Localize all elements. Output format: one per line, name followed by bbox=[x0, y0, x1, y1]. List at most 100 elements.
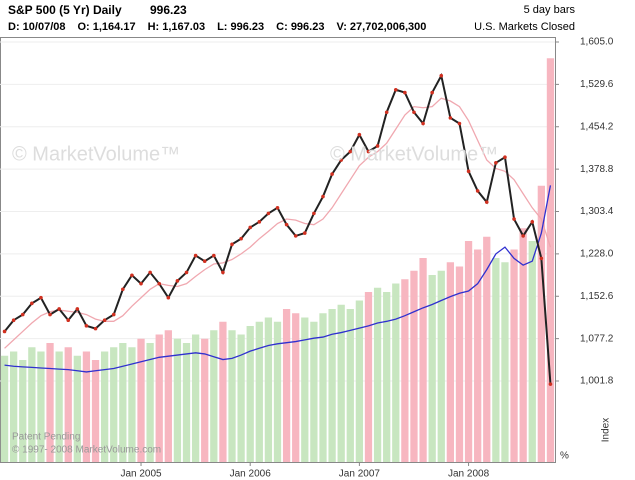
volume-bar bbox=[37, 351, 45, 462]
volume-bar bbox=[246, 326, 254, 462]
volume-bar bbox=[310, 321, 318, 462]
price-marker bbox=[257, 220, 262, 224]
price-marker bbox=[475, 189, 480, 193]
y2-axis-title: % bbox=[560, 451, 569, 462]
y-tick-label: 1,077.2 bbox=[580, 333, 614, 344]
price-marker bbox=[148, 270, 152, 275]
price-marker bbox=[302, 231, 307, 235]
volume-bar bbox=[546, 58, 555, 462]
x-tick-label: Jan 2005 bbox=[120, 469, 162, 480]
volume-bar bbox=[237, 334, 245, 462]
price-marker bbox=[548, 382, 553, 386]
volume-bar bbox=[64, 347, 72, 462]
price-marker bbox=[530, 220, 535, 224]
price-marker bbox=[11, 318, 16, 323]
price-marker bbox=[512, 217, 516, 221]
y-tick-label: 1,605.0 bbox=[580, 37, 614, 48]
price-marker bbox=[239, 236, 243, 241]
price-marker bbox=[2, 329, 7, 334]
ohlc-field: L: 996.23 bbox=[217, 21, 265, 33]
price-marker bbox=[166, 295, 171, 300]
y-axis-title: Index bbox=[601, 418, 612, 442]
volume-bar bbox=[483, 236, 491, 462]
y-tick-label: 1,378.8 bbox=[580, 164, 614, 175]
volume-bar bbox=[474, 249, 482, 462]
price-marker bbox=[339, 158, 343, 162]
price-marker bbox=[384, 110, 389, 115]
volume-bar bbox=[119, 343, 127, 462]
ohlc-field: V: 27,702,006,300 bbox=[336, 21, 427, 33]
price-marker bbox=[312, 211, 316, 216]
price-marker bbox=[494, 161, 498, 165]
volume-bar bbox=[292, 313, 300, 462]
watermark: © MarketVolume™ bbox=[12, 143, 180, 165]
volume-bar bbox=[228, 330, 236, 462]
price-marker bbox=[75, 307, 80, 311]
price-marker bbox=[139, 281, 143, 286]
volume-bar bbox=[455, 266, 464, 462]
price-marker bbox=[403, 90, 407, 95]
price-marker bbox=[48, 312, 52, 317]
volume-bar bbox=[82, 351, 91, 462]
price-marker bbox=[503, 155, 507, 160]
title: S&P 500 (5 Yr) Daily bbox=[8, 3, 122, 17]
price-marker bbox=[57, 307, 61, 311]
x-tick-label: Jan 2008 bbox=[448, 469, 490, 480]
volume-bar bbox=[164, 330, 172, 462]
volume-bar bbox=[437, 270, 445, 462]
price-marker bbox=[421, 121, 425, 126]
volume-bar bbox=[319, 313, 327, 462]
price-marker bbox=[84, 324, 89, 328]
volume-bar bbox=[301, 317, 309, 462]
y-tick-label: 1,529.6 bbox=[580, 79, 614, 90]
volume-bar bbox=[328, 309, 336, 462]
volume-bar bbox=[110, 347, 118, 462]
price-marker bbox=[39, 295, 43, 300]
price-marker bbox=[439, 73, 444, 78]
price-marker bbox=[30, 301, 34, 306]
volume-bar bbox=[91, 360, 100, 462]
volume-bar bbox=[364, 292, 373, 462]
footer-copyright: © 1997- 2008 MarketVolume.com bbox=[12, 445, 161, 456]
volume-bar bbox=[264, 317, 273, 462]
y-tick-label: 1,001.8 bbox=[580, 376, 614, 387]
price-marker bbox=[430, 90, 434, 95]
volume-bar bbox=[19, 360, 27, 462]
price-marker bbox=[121, 287, 125, 292]
price-marker bbox=[221, 270, 225, 275]
y-tick-label: 1,152.6 bbox=[580, 291, 614, 302]
volume-bar bbox=[100, 351, 109, 462]
volume-bar bbox=[464, 241, 473, 462]
volume-bar bbox=[373, 287, 382, 462]
price-marker bbox=[484, 200, 489, 204]
volume-bar bbox=[28, 347, 36, 462]
volume-bar bbox=[346, 309, 354, 462]
price-marker bbox=[321, 194, 325, 199]
volume-bar bbox=[46, 343, 54, 462]
price-marker bbox=[184, 270, 189, 275]
price-marker bbox=[157, 281, 162, 286]
volume-bar bbox=[501, 262, 509, 462]
ohlc-field: O: 1,164.17 bbox=[77, 21, 136, 33]
price-marker bbox=[521, 234, 525, 238]
volume-bar bbox=[519, 228, 527, 462]
price-marker bbox=[448, 116, 453, 120]
price-marker bbox=[202, 259, 207, 263]
price-marker bbox=[212, 253, 216, 258]
y-tick-label: 1,228.0 bbox=[580, 249, 614, 260]
price-marker bbox=[66, 318, 71, 323]
price-marker bbox=[102, 318, 107, 323]
y-tick-label: 1,303.4 bbox=[580, 206, 614, 217]
watermark: © MarketVolume™ bbox=[330, 143, 498, 165]
price-marker bbox=[466, 169, 471, 174]
price-marker bbox=[230, 242, 234, 247]
volume-bar bbox=[528, 241, 536, 462]
price-marker bbox=[266, 211, 271, 216]
volume-bar bbox=[428, 275, 436, 462]
bar-size: 5 day bars bbox=[523, 4, 575, 16]
volume-bar bbox=[419, 258, 427, 462]
ohlc-field: H: 1,167.03 bbox=[147, 21, 206, 33]
price-marker bbox=[357, 132, 362, 137]
